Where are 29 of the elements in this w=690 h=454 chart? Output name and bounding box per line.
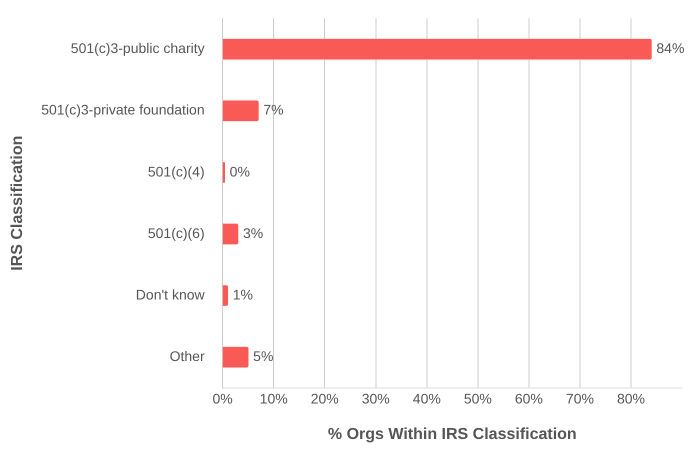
data-label: 3% <box>242 224 264 241</box>
x-tick-label: 60% <box>514 390 543 406</box>
x-tick-label: 70% <box>566 390 594 406</box>
y-axis-title: IRS Classification <box>9 136 26 271</box>
y-tick-label: 501(c)3-public charity <box>70 40 205 56</box>
y-tick-label: Don't know <box>136 286 206 302</box>
x-tick-label: 40% <box>412 390 441 406</box>
y-tick-label: 501(c)3-private foundation <box>41 102 205 118</box>
bar <box>222 346 248 368</box>
x-tick-label: 30% <box>362 390 390 406</box>
data-label: 0% <box>230 163 250 180</box>
x-tick-label: 50% <box>464 390 492 406</box>
bar <box>222 38 652 60</box>
x-tick-label: 80% <box>616 390 645 406</box>
x-axis-title: % Orgs Within IRS Classification <box>328 426 577 443</box>
y-tick-label: Other <box>170 348 205 364</box>
bar <box>222 162 226 183</box>
data-label: 7% <box>263 102 284 118</box>
x-tick-label: 20% <box>310 390 339 406</box>
data-label: 84% <box>656 40 684 56</box>
y-tick-label: 501(c)(6) <box>148 224 205 241</box>
bar <box>222 285 228 306</box>
x-tick-label: 0% <box>212 390 233 406</box>
bar <box>222 100 259 122</box>
y-tick-label: 501(c)(4) <box>148 163 205 180</box>
bar <box>222 224 238 244</box>
data-label: 5% <box>253 348 274 364</box>
x-tick-label: 10% <box>260 390 288 406</box>
data-label: 1% <box>232 286 253 302</box>
